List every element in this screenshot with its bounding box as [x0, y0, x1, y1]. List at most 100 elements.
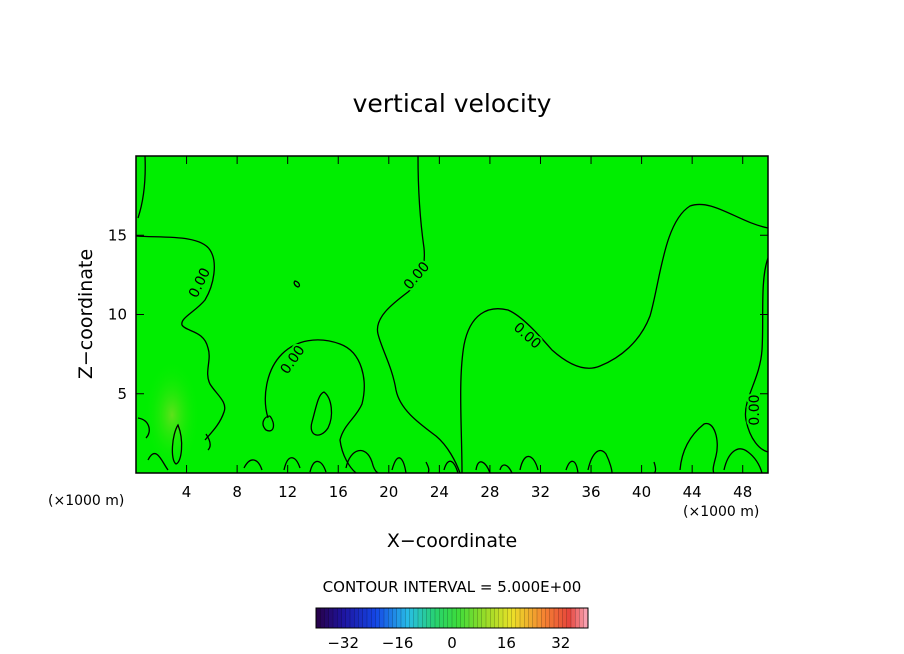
colorbar-cell: [473, 608, 478, 628]
y-tick-label: 10: [108, 306, 127, 324]
colorbar-tick-label: −32: [327, 634, 359, 652]
x-tick-label: 28: [480, 483, 499, 501]
y-axis-label: Z−coordinate: [75, 249, 97, 379]
colorbar-cell: [316, 608, 321, 628]
colorbar-cell: [562, 608, 568, 628]
colorbar-cell: [494, 608, 500, 628]
colorbar-cell: [583, 608, 589, 628]
x-tick-label: 16: [329, 483, 348, 501]
colorbar-cell: [426, 608, 432, 628]
colorbar-cell: [345, 608, 351, 628]
contour-line-tiny-cell: [293, 280, 301, 288]
colorbar-tick-label: −16: [382, 634, 414, 652]
contour-line-left-top: [137, 156, 146, 219]
colorbar-cell: [379, 608, 385, 628]
colorbar-cell: [464, 608, 470, 628]
x-tick-label: 32: [531, 483, 550, 501]
colorbar-tick-label: 0: [447, 634, 457, 652]
contour-line-right-edge: [744, 257, 768, 453]
colorbar-cell: [435, 608, 440, 628]
colorbar-cell: [388, 608, 393, 628]
contour-line-centre: [376, 156, 461, 473]
plot-area: 0.00 0.00 0.00 0.00 0.00 4 8 12 16 20 24 28 32 3…: [108, 155, 769, 501]
colorbar-cell: [460, 608, 466, 628]
x-tick-label: 40: [632, 483, 651, 501]
x-tick-label: 48: [733, 483, 752, 501]
colorbar-cell: [507, 608, 512, 628]
contour-line-cell-left: [171, 423, 183, 465]
colorbar-cell: [333, 608, 338, 628]
colorbar-cell: [541, 608, 546, 628]
colorbar-cell: [371, 608, 376, 628]
contour-line-right: [460, 203, 768, 473]
colorbar-cell: [558, 608, 563, 628]
x-unit-left: (×1000 m): [48, 493, 124, 509]
contour-line-centre-left: [264, 339, 365, 473]
x-tick-label: 8: [232, 483, 242, 501]
colorbar-cell: [566, 608, 572, 628]
colorbar-cell: [320, 608, 325, 628]
colorbar-cell: [324, 608, 330, 628]
colorbar-cell: [354, 608, 359, 628]
colorbar-cell: [477, 608, 483, 628]
colorbar-tick-label: 16: [497, 634, 516, 652]
colorbar-cell: [481, 608, 487, 628]
colorbar-cell: [456, 608, 461, 628]
colorbar-cell: [392, 608, 398, 628]
colorbar-cell: [430, 608, 436, 628]
colorbar-cell: [532, 608, 538, 628]
colorbar-cell: [579, 608, 585, 628]
contour-interval-text: CONTOUR INTERVAL = 5.000E+00: [323, 578, 582, 596]
colorbar-cell: [401, 608, 406, 628]
colorbar-frame: [315, 607, 589, 629]
x-tick-label: 24: [430, 483, 449, 501]
colorbar-cell: [511, 608, 517, 628]
colorbar-cell: [396, 608, 402, 628]
colorbar-cell: [341, 608, 347, 628]
chart-title: vertical velocity: [353, 89, 552, 118]
x-axis-label: X−coordinate: [387, 530, 517, 552]
colorbar-cell: [375, 608, 381, 628]
y-tick-label: 5: [117, 385, 127, 403]
colorbar-cell: [328, 608, 334, 628]
colorbar-cell: [524, 608, 529, 628]
colorbar-cell: [413, 608, 419, 628]
colorbar-cell: [469, 608, 474, 628]
colorbar-cell: [358, 608, 364, 628]
colorbar: −32 −16 0 16 32: [315, 607, 589, 652]
colorbar-cell: [549, 608, 555, 628]
y-tick-label: 15: [108, 226, 127, 244]
colorbar-cell: [490, 608, 495, 628]
colorbar-cell: [405, 608, 410, 628]
colorbar-cell: [384, 608, 389, 628]
x-tick-label: 12: [278, 483, 297, 501]
colorbar-cell: [554, 608, 559, 628]
positive-velocity-shading: [144, 360, 200, 470]
colorbar-cell: [452, 608, 457, 628]
x-tick-label: 44: [683, 483, 702, 501]
colorbar-cell: [575, 608, 580, 628]
colorbar-cell: [418, 608, 423, 628]
colorbar-cell: [503, 608, 508, 628]
colorbar-cell: [367, 608, 372, 628]
x-tick-label: 36: [581, 483, 600, 501]
zero-contour-lines: [136, 156, 768, 473]
contour-line-near-surface: [137, 415, 763, 473]
colorbar-cell: [486, 608, 491, 628]
x-unit-right: (×1000 m): [683, 504, 759, 520]
colorbar-cell: [422, 608, 427, 628]
colorbar-cell: [537, 608, 542, 628]
colorbar-tick-label: 32: [551, 634, 570, 652]
y-axis-ticks: 5 10 15: [108, 226, 768, 403]
contour-line-left: [136, 235, 226, 441]
colorbar-cell: [498, 608, 504, 628]
plot-field: [136, 156, 768, 473]
contour-label: 0.00: [747, 394, 763, 425]
colorbar-cell: [439, 608, 444, 628]
colorbar-cell: [350, 608, 355, 628]
contour-line-cell-centre: [310, 391, 333, 436]
x-tick-label: 4: [182, 483, 192, 501]
colorbar-cell: [362, 608, 368, 628]
x-axis-ticks: 4 8 12 16 20 24 28 32 36 40 44 48: [182, 156, 752, 501]
